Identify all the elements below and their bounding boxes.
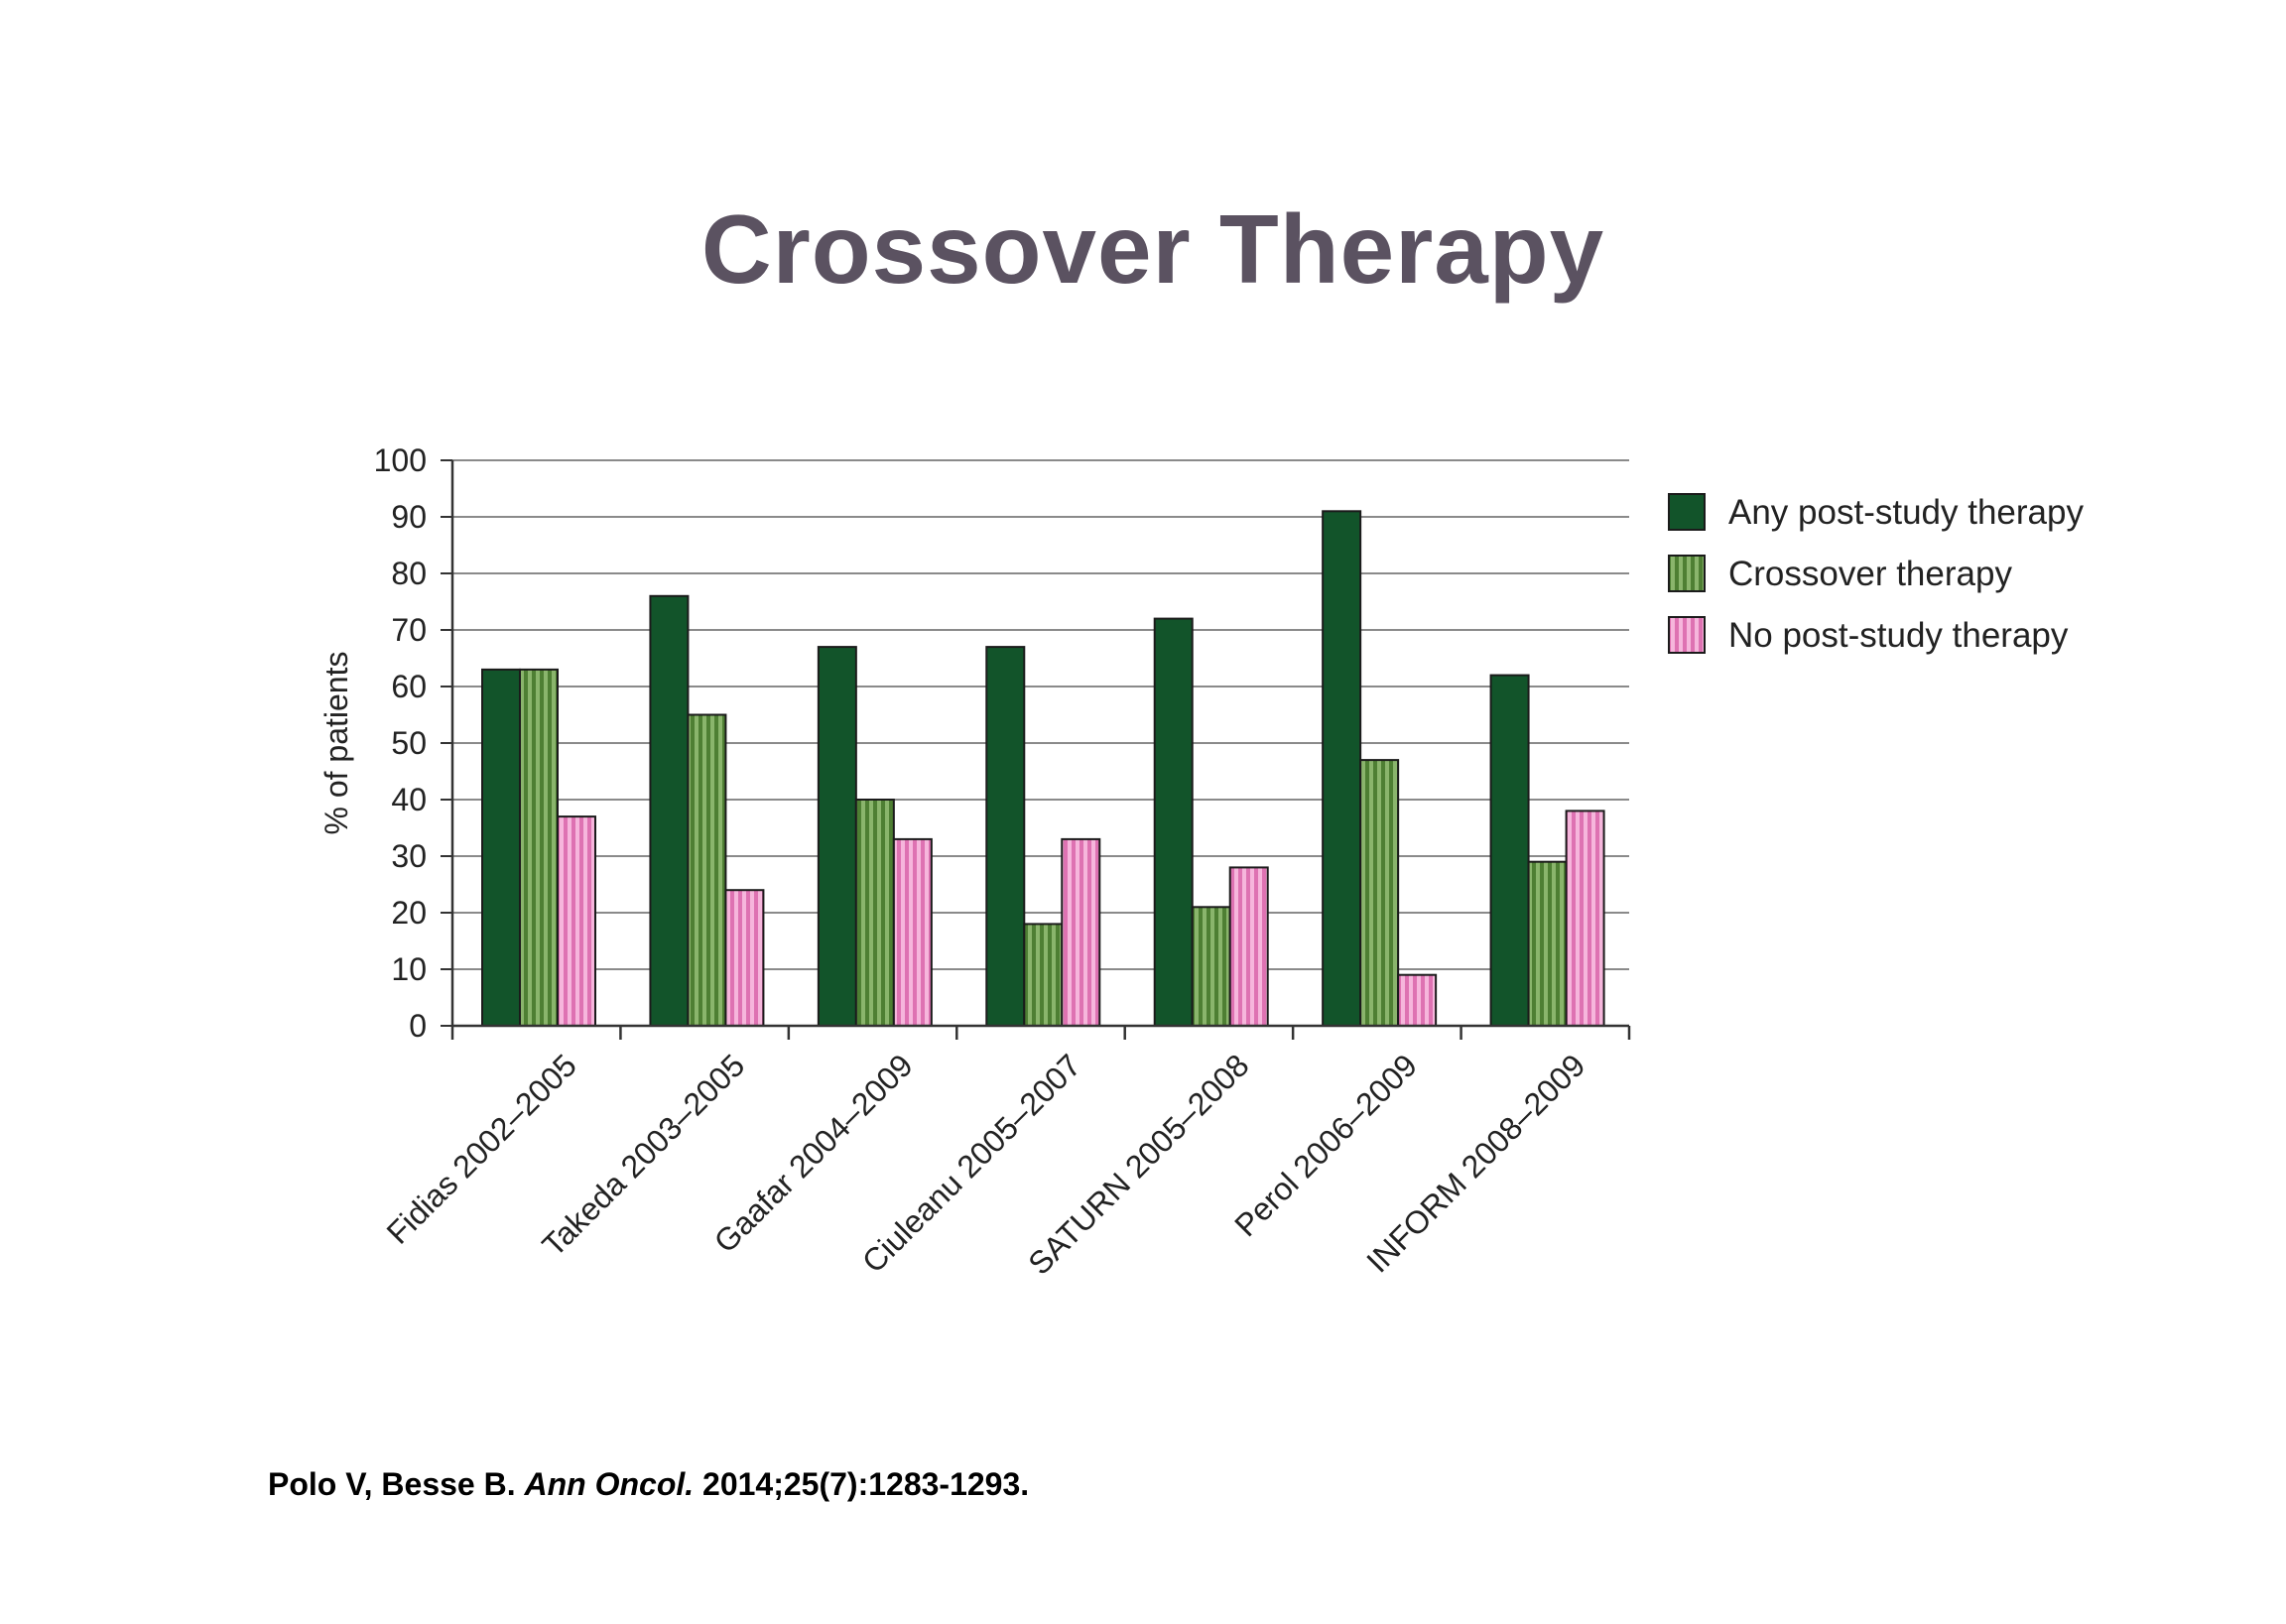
bar-1 xyxy=(1153,617,1194,1027)
y-tick-label: 70 xyxy=(391,612,427,648)
y-tick-label: 100 xyxy=(374,442,427,478)
y-axis-title: % of patients xyxy=(318,652,354,835)
bar-3 xyxy=(892,837,933,1028)
bars xyxy=(481,510,1605,1028)
citation-journal: Ann Oncol. xyxy=(524,1466,695,1502)
y-tick-label: 30 xyxy=(391,838,427,874)
legend-swatch xyxy=(1668,493,1706,531)
legend-label: Crossover therapy xyxy=(1728,555,2012,593)
legend-label: No post-study therapy xyxy=(1728,616,2069,655)
bar-2 xyxy=(687,713,727,1027)
axes xyxy=(441,459,1631,1040)
bar-2 xyxy=(854,799,895,1027)
x-category-label: Perol 2006–2009 xyxy=(1227,1047,1424,1243)
y-tick-label: 40 xyxy=(391,782,427,817)
bar-3 xyxy=(1397,973,1438,1028)
bar-2 xyxy=(1191,906,1231,1027)
legend-label: Any post-study therapy xyxy=(1728,493,2084,532)
bar-3 xyxy=(1061,837,1101,1028)
y-tick-label: 90 xyxy=(391,499,427,535)
bar-1 xyxy=(1489,674,1530,1027)
citation-reference: 2014;25(7):1283-1293. xyxy=(702,1466,1030,1502)
bar-3 xyxy=(1565,810,1605,1028)
bar-3 xyxy=(724,889,765,1028)
bar-1 xyxy=(1322,510,1362,1027)
bar-2 xyxy=(519,668,559,1028)
y-tick-label: 50 xyxy=(391,725,427,761)
legend-swatch xyxy=(1668,555,1706,592)
y-tick-label: 0 xyxy=(409,1008,427,1044)
bar-1 xyxy=(481,668,521,1028)
bar-1 xyxy=(817,646,857,1027)
gridlines xyxy=(452,459,1629,970)
citation: Polo V, Besse B. Ann Oncol. 2014;25(7):1… xyxy=(268,1466,1029,1503)
bar-3 xyxy=(557,815,596,1027)
legend-swatch xyxy=(1668,616,1706,654)
slide-title: Crossover Therapy xyxy=(700,194,1605,304)
y-tick-label: 80 xyxy=(391,556,427,591)
bar-1 xyxy=(985,646,1026,1027)
y-tick-label: 60 xyxy=(391,669,427,704)
bar-2 xyxy=(1359,759,1400,1027)
bar-2 xyxy=(1527,860,1568,1028)
bar-3 xyxy=(1228,866,1269,1028)
bar-1 xyxy=(649,594,690,1027)
y-tick-label: 10 xyxy=(391,951,427,987)
bar-2 xyxy=(1023,923,1064,1028)
legend: Any post-study therapy Crossover therapy N… xyxy=(1668,493,2084,655)
y-tick-label: 20 xyxy=(391,895,427,931)
citation-authors: Polo V, Besse B. xyxy=(268,1466,516,1502)
